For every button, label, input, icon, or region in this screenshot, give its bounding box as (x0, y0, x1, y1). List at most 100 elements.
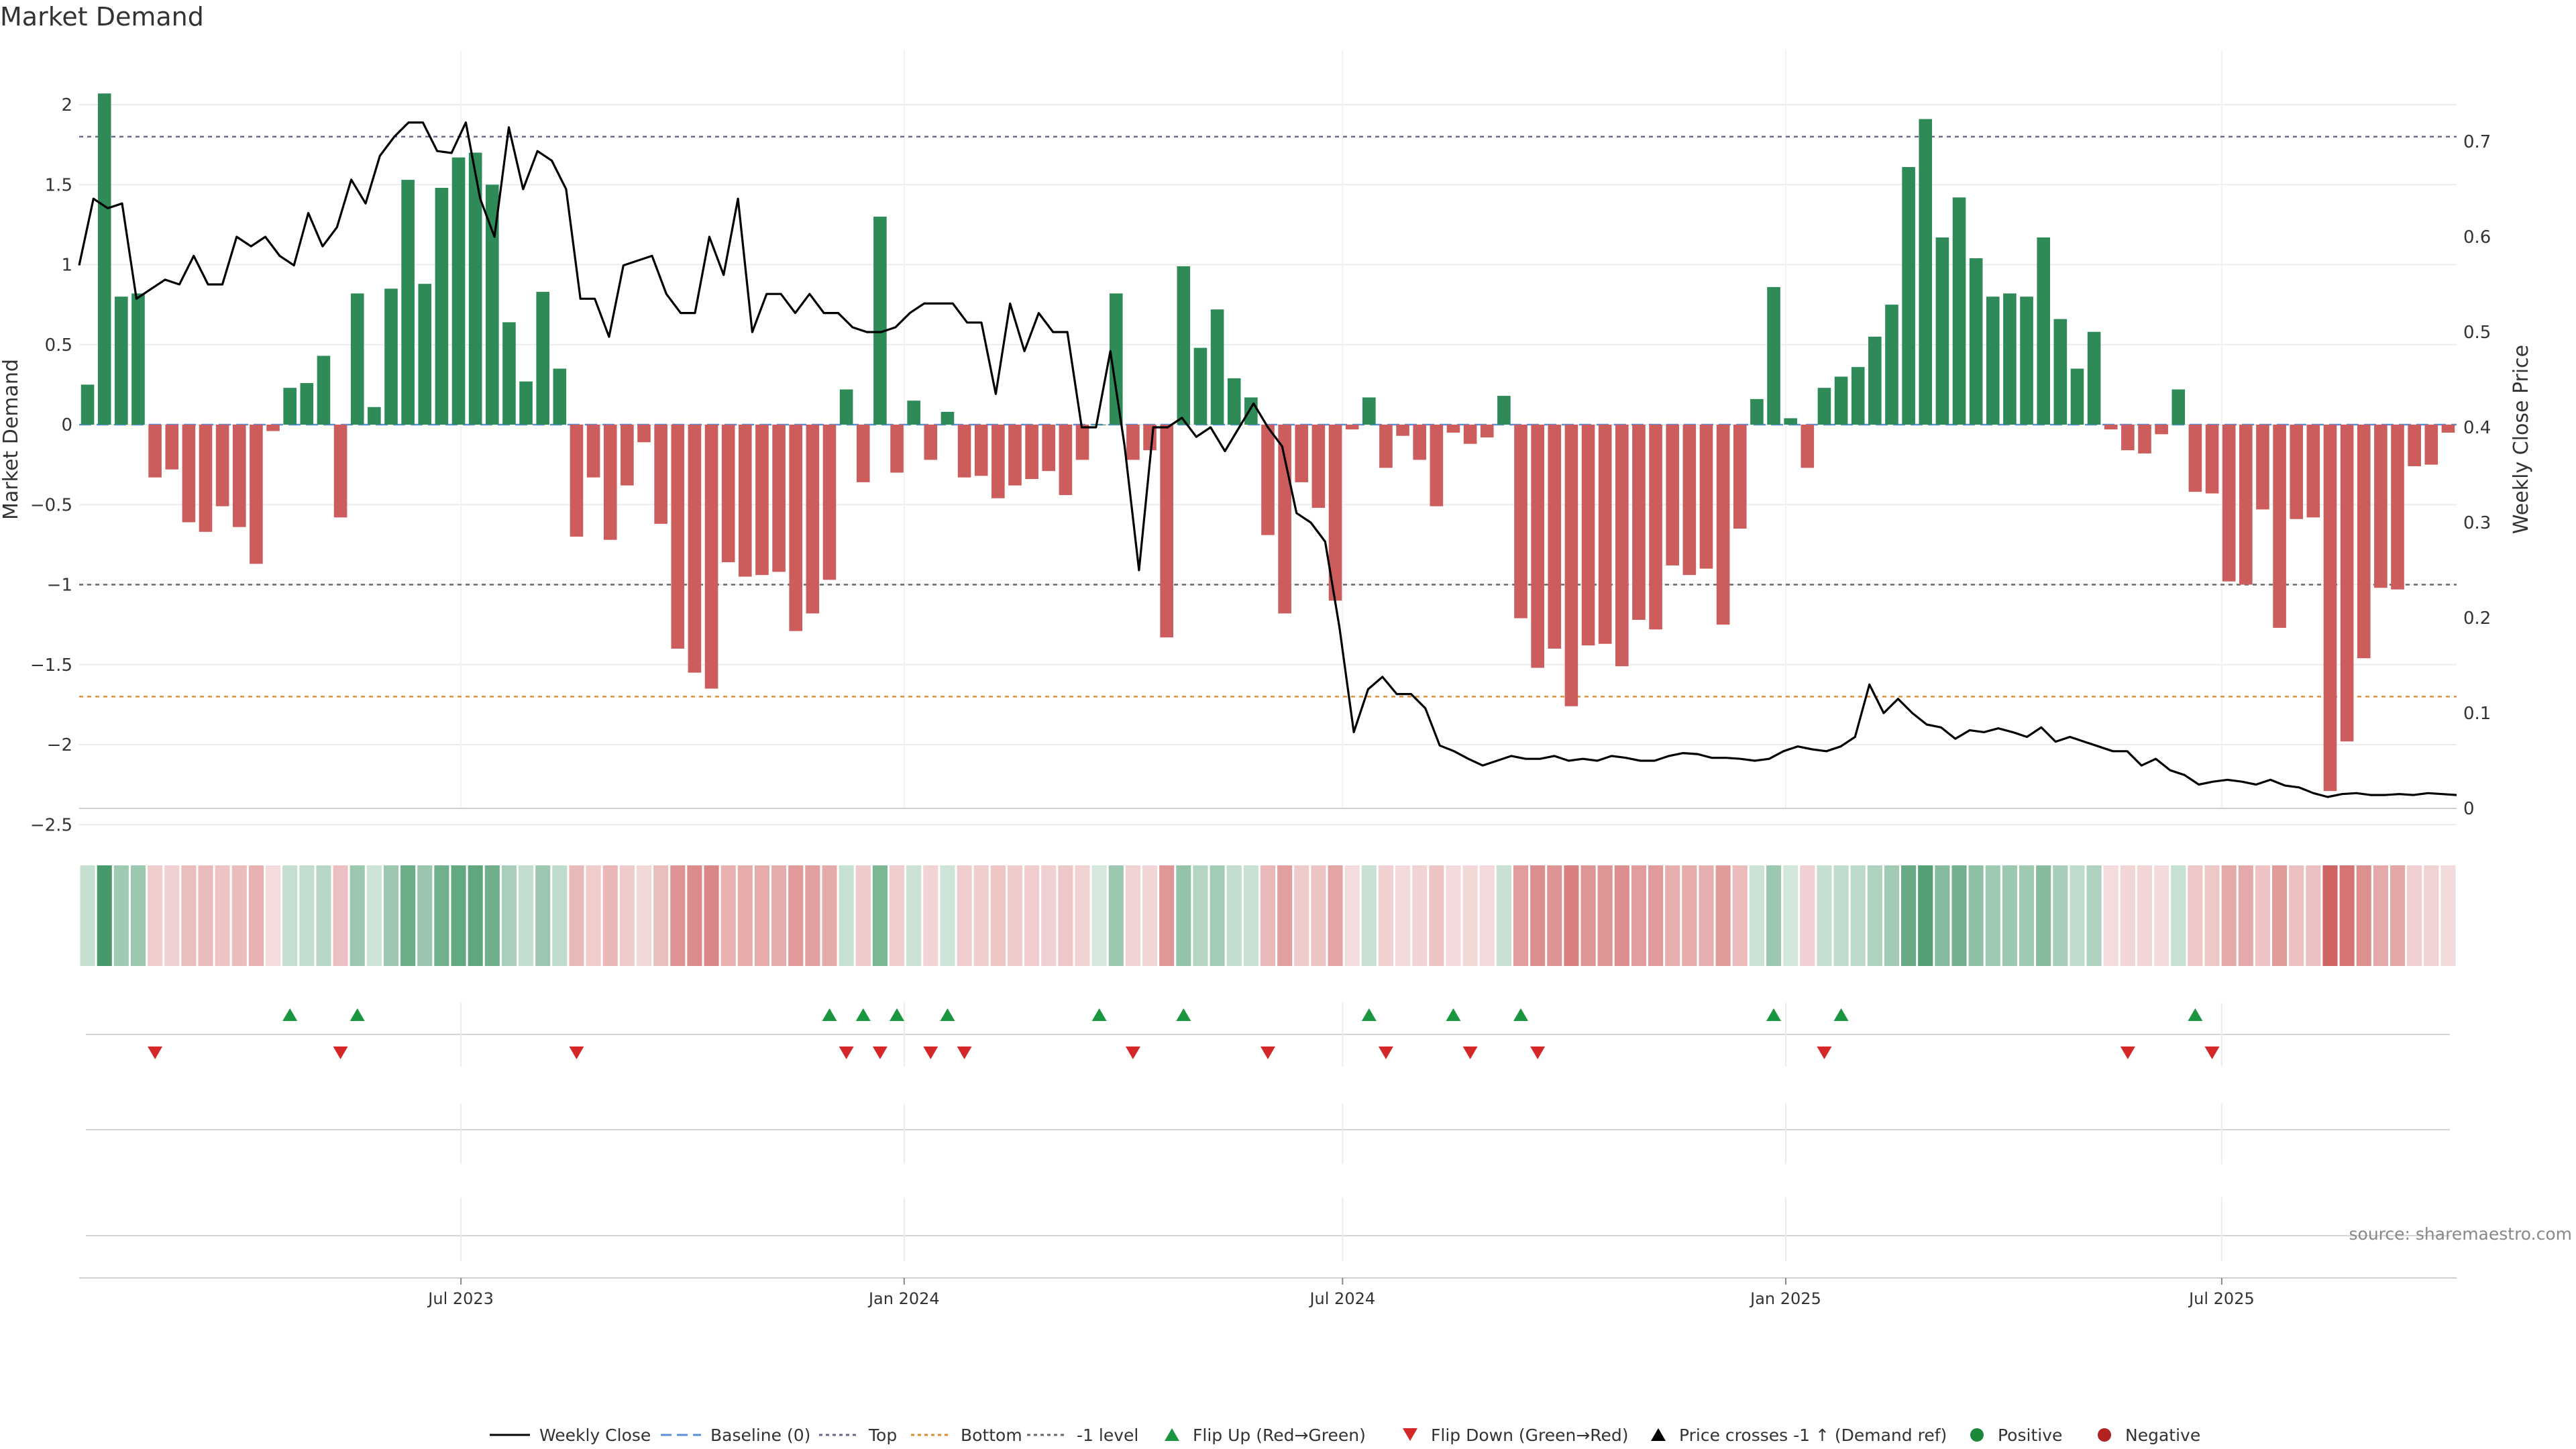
demand-bar-85 (1514, 425, 1527, 619)
demand-bar-108 (1902, 167, 1915, 425)
y2-tick-label-1: 0.6 (2463, 227, 2491, 248)
heat-cell-113 (1985, 865, 2000, 966)
y2-tick-label-4: 0.3 (2463, 513, 2491, 533)
heat-cell-75 (1344, 865, 1360, 966)
heat-cell-97 (1715, 865, 1731, 966)
legend-label-5: Flip Up (Red→Green) (1193, 1426, 1366, 1445)
heat-cell-23 (468, 865, 483, 966)
demand-bar-131 (2290, 425, 2304, 519)
x-axis-ticks: Jul 2023 Jan 2024 Jul 2024 Jan 2025 Jul 2025 (427, 1278, 2255, 1308)
heat-cell-1 (97, 865, 112, 966)
heat-cell-7 (198, 865, 213, 966)
demand-bar-113 (1986, 297, 2000, 425)
demand-bar-18 (384, 288, 398, 425)
legend-label-8: Positive (1998, 1426, 2062, 1445)
flip-up-marker-4 (890, 1008, 905, 1021)
heat-cell-21 (434, 865, 449, 966)
flip-up-marker-0 (282, 1008, 298, 1021)
lower-panels (79, 1003, 2457, 1279)
demand-bar-123 (2155, 425, 2168, 435)
demand-bar-48 (890, 425, 904, 473)
heat-cell-112 (1968, 865, 1984, 966)
flip-down-marker-8 (1260, 1046, 1275, 1059)
demand-bar-23 (468, 152, 482, 425)
heat-cell-34 (653, 865, 669, 966)
demand-bar-8 (215, 425, 229, 506)
demand-bar-84 (1497, 396, 1511, 425)
heat-cell-78 (1395, 865, 1411, 966)
flip-down-marker-11 (1530, 1046, 1546, 1059)
heat-cell-10 (248, 865, 264, 966)
flip-markers (148, 1008, 2220, 1059)
demand-bar-99 (1750, 398, 1764, 425)
y-tick-label-5: −0.5 (30, 495, 72, 515)
demand-bar-83 (1480, 425, 1494, 438)
heat-cell-99 (1749, 865, 1764, 966)
heat-cell-15 (333, 865, 348, 966)
demand-bar-4 (148, 425, 162, 478)
heat-cell-90 (1597, 865, 1613, 966)
demand-bar-117 (2053, 319, 2068, 425)
heat-cell-94 (1665, 865, 1680, 966)
demand-bar-1 (97, 93, 111, 425)
demand-bar-65 (1177, 266, 1191, 425)
demand-bar-9 (232, 425, 246, 527)
legend-label-6: Flip Down (Green→Red) (1431, 1426, 1629, 1445)
demand-bar-118 (2070, 368, 2084, 425)
y-tick-label-9: −2.5 (30, 815, 72, 835)
y-tick-label-3: 0.5 (45, 335, 72, 356)
demand-bar-25 (502, 322, 516, 425)
demand-bar-62 (1126, 425, 1140, 460)
heat-cell-83 (1479, 865, 1495, 966)
heat-cell-119 (2086, 865, 2102, 966)
demand-bar-32 (621, 425, 634, 486)
legend-label-2: Top (868, 1426, 897, 1445)
demand-bar-109 (1919, 119, 1933, 425)
source-note: source: sharemaestro.com (2349, 1224, 2573, 1244)
demand-bar-104 (1834, 376, 1848, 425)
demand-bar-20 (418, 284, 432, 425)
flip-down-marker-0 (148, 1046, 163, 1059)
heat-cell-93 (1648, 865, 1664, 966)
demand-bar-100 (1767, 286, 1780, 425)
demand-bar-34 (654, 425, 667, 524)
heat-cell-87 (1547, 865, 1562, 966)
demand-bar-103 (1817, 388, 1831, 425)
legend-label-0: Weekly Close (539, 1426, 651, 1445)
demand-bar-128 (2239, 425, 2253, 585)
demand-bar-17 (368, 407, 381, 425)
legend-swatch-5 (1165, 1428, 1179, 1441)
heat-cell-91 (1614, 865, 1629, 966)
demand-bar-47 (873, 216, 887, 425)
demand-bar-106 (1868, 336, 1882, 425)
heat-cell-12 (282, 865, 298, 966)
demand-bar-71 (1278, 425, 1291, 614)
legend-label-3: Bottom (961, 1426, 1022, 1445)
heat-cell-103 (1817, 865, 1832, 966)
demand-bar-41 (772, 425, 786, 572)
demand-bar-78 (1396, 425, 1409, 436)
demand-bar-98 (1733, 425, 1747, 529)
x-tick-label-4: Jul 2025 (2188, 1289, 2255, 1308)
demand-bar-26 (519, 381, 533, 425)
demand-bar-127 (2222, 425, 2236, 582)
y2-axis-ticks: 0.7 0.6 0.5 0.4 0.3 0.2 0.1 0 (2463, 132, 2491, 819)
legend-label-9: Negative (2125, 1426, 2200, 1445)
demand-bar-69 (1244, 397, 1258, 425)
heat-cell-20 (417, 865, 433, 966)
heat-cell-27 (535, 865, 551, 966)
heat-cell-32 (619, 865, 635, 966)
demand-bar-61 (1109, 293, 1123, 425)
demand-bar-72 (1295, 425, 1309, 482)
flip-down-marker-1 (333, 1046, 348, 1059)
demand-bar-36 (688, 425, 702, 673)
heat-cell-92 (1631, 865, 1647, 966)
heat-cell-131 (2289, 865, 2304, 966)
heat-cell-39 (737, 865, 753, 966)
demand-bar-90 (1598, 425, 1612, 644)
heat-cell-53 (973, 865, 989, 966)
heat-cell-8 (215, 865, 230, 966)
heat-cell-14 (316, 865, 331, 966)
heat-cell-54 (990, 865, 1006, 966)
heat-cell-129 (2255, 865, 2271, 966)
